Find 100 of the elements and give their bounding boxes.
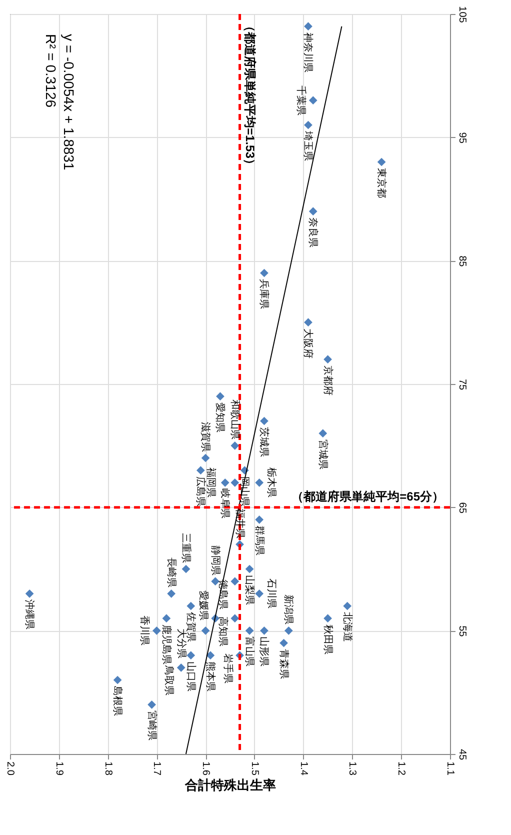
point: [230, 441, 240, 450]
point: [186, 651, 196, 660]
annotation: 大阪府: [302, 328, 314, 358]
point: [343, 602, 352, 610]
annotation: 石川県: [265, 578, 278, 609]
annotation: 長崎県: [165, 558, 178, 588]
point: [196, 466, 205, 475]
point: [304, 120, 312, 130]
x-tick-label: 2.0: [4, 762, 16, 776]
annotation: 滋賀県: [200, 422, 212, 452]
annotation: y = -0.0054x + 1.8831: [61, 34, 77, 170]
annotation: 神奈川県: [302, 32, 314, 72]
point: [113, 676, 122, 684]
point: [230, 478, 240, 487]
x-tick-label: 1.3: [346, 762, 358, 776]
annotation: 岩手県: [222, 653, 234, 684]
point: [245, 564, 254, 574]
ref-line-label: （都道府県単純平均=65分）: [292, 489, 444, 504]
annotation: 香川県: [138, 616, 151, 646]
annotation: 鳥取県: [163, 664, 176, 696]
x-tick-label: 1.4: [298, 762, 309, 776]
point: [260, 626, 268, 635]
annotation: R² = 0.3126: [43, 34, 59, 108]
annotation: 沖縄県: [24, 600, 36, 630]
y-tick-label: 55: [456, 626, 468, 638]
annotation: 三重県: [180, 533, 192, 563]
point: [318, 429, 328, 438]
point: [201, 454, 210, 462]
point: [230, 614, 240, 623]
x-tick-label: 1.2: [396, 762, 407, 776]
annotation: 宮崎県: [146, 710, 158, 741]
annotation: 愛知県: [214, 402, 226, 432]
annotation: 山口県: [184, 661, 197, 692]
annotation: 青森県: [278, 649, 290, 679]
point: [186, 602, 196, 610]
annotation: 宮城県: [316, 439, 329, 470]
point: [167, 589, 176, 598]
annotation: 茨城県: [258, 427, 270, 457]
point: [255, 515, 264, 524]
annotation: 島根県: [112, 686, 124, 716]
point: [201, 626, 210, 635]
annotation: 富山県: [244, 636, 256, 667]
y-tick-label: 105: [456, 6, 468, 24]
annotation: 奈良県: [307, 217, 320, 248]
annotation: 群馬県: [253, 526, 266, 556]
annotation: 兵庫県: [258, 279, 270, 309]
annotation: 静岡県: [209, 545, 222, 576]
x-tick-label: 1.1: [444, 762, 456, 776]
annotation: 埼玉県: [302, 130, 314, 161]
y-tick-label: 85: [456, 256, 468, 268]
point: [377, 158, 386, 166]
point: [308, 96, 318, 105]
point: [255, 478, 264, 487]
y-tick-label: 95: [456, 132, 468, 144]
ref-line-label: （都道府県単純平均=1.53）: [242, 20, 257, 170]
annotation: 新潟県: [282, 594, 295, 625]
x-tick-label: 1.8: [102, 762, 114, 776]
annotation: 高知県: [216, 616, 229, 646]
annotation: 栃木県: [265, 468, 278, 498]
annotation: 熊本県: [204, 661, 216, 692]
point: [230, 577, 240, 586]
annotation: 山形県: [258, 636, 270, 667]
annotation: 山梨県: [244, 575, 256, 605]
point: [162, 614, 171, 623]
point: [220, 478, 230, 487]
y-tick-label: 45: [456, 748, 468, 760]
point: [176, 663, 186, 672]
point: [216, 392, 224, 401]
annotation: 福岡県: [204, 468, 217, 498]
annotation: 和歌山県: [228, 400, 241, 440]
annotation: 岐阜県: [219, 488, 232, 519]
annotation: 秋田県: [322, 624, 334, 654]
point: [182, 564, 190, 574]
annotation: 京都府: [322, 365, 334, 396]
point: [260, 268, 268, 278]
point: [25, 589, 34, 598]
annotation: 愛媛県: [197, 590, 210, 620]
y-tick-label: 75: [456, 378, 468, 390]
point: [324, 355, 332, 364]
point: [284, 626, 293, 635]
point: [148, 700, 156, 709]
x-tick-label: 1.9: [53, 762, 64, 776]
point: [304, 318, 312, 327]
point: [280, 638, 288, 648]
point: [206, 651, 215, 660]
annotation: 広島県: [194, 476, 207, 506]
annotation: 千葉県: [295, 85, 308, 116]
annotation: 東京都: [376, 168, 388, 198]
point: [304, 22, 312, 31]
point: [255, 589, 264, 598]
x-tick-label: 1.6: [200, 762, 212, 776]
x-tick-label: 1.7: [151, 762, 162, 776]
annotation: 鹿児島県: [160, 624, 172, 664]
point: [260, 416, 268, 426]
point: [308, 207, 318, 216]
point: [245, 626, 254, 635]
point: [324, 614, 332, 623]
x-tick-label: 1.5: [248, 762, 260, 776]
point: [152, 626, 161, 635]
x-axis-title: 合計特殊出生率: [184, 777, 276, 792]
